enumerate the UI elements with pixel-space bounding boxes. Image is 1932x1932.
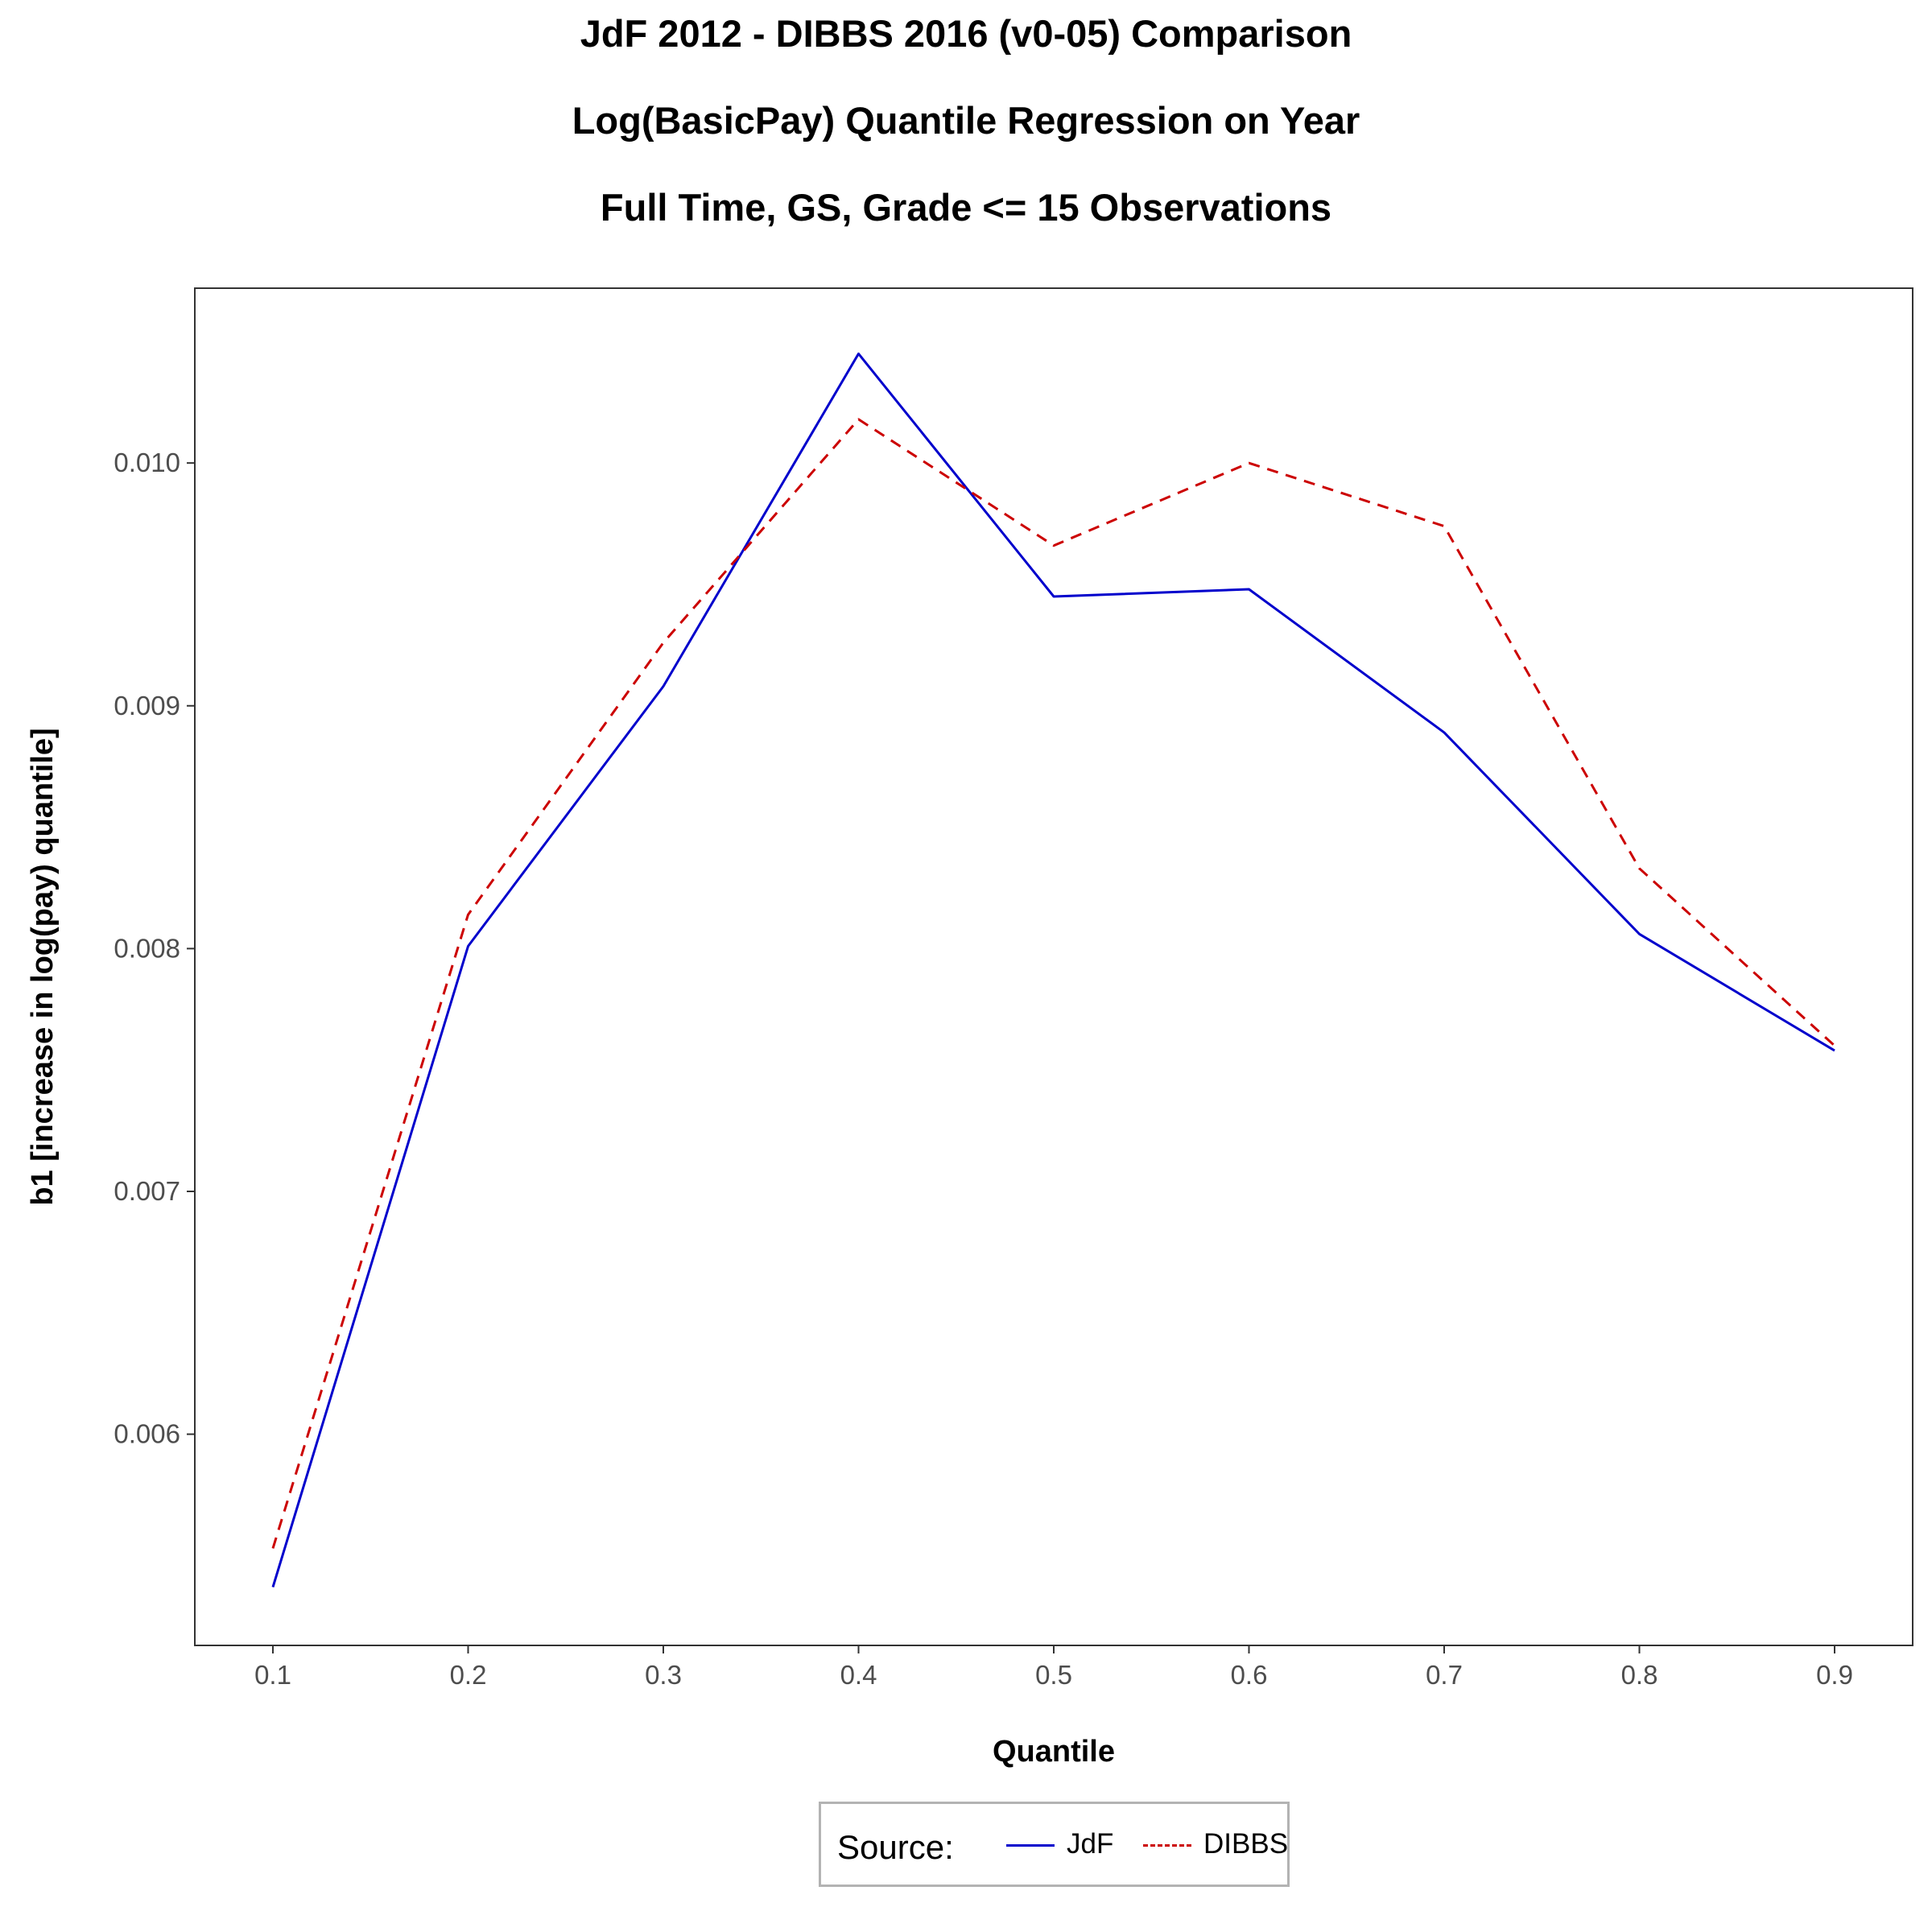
y-tick-label: 0.008 — [114, 933, 180, 963]
y-tick-label: 0.006 — [114, 1419, 180, 1449]
x-tick-label: 0.5 — [1035, 1660, 1072, 1690]
series-layer — [271, 352, 1836, 1588]
legend-key-dibbs — [1143, 1844, 1191, 1847]
x-axis-title: Quantile — [993, 1735, 1115, 1769]
x-tick-label: 0.8 — [1621, 1660, 1658, 1690]
y-tick-label: 0.010 — [114, 448, 180, 477]
y-tick-label: 0.007 — [114, 1176, 180, 1206]
y-axis-title: b1 [increase in log(pay) quantile] — [26, 728, 60, 1205]
legend: Source: JdF DIBBS — [819, 1802, 1290, 1887]
x-tick-label: 0.2 — [450, 1660, 487, 1690]
x-tick-label: 0.7 — [1426, 1660, 1463, 1690]
series-line-dibbs — [271, 418, 1836, 1549]
series-line-jdf — [271, 352, 1835, 1588]
legend-label-jdf: JdF — [1067, 1828, 1114, 1860]
y-tick-label: 0.009 — [114, 691, 180, 720]
chart-subtitle-2: Full Time, GS, Grade <= 15 Observations — [600, 186, 1332, 229]
x-tick-label: 0.3 — [645, 1660, 682, 1690]
chart-title: JdF 2012 - DIBBS 2016 (v0-05) Comparison — [580, 12, 1352, 55]
y-axis: 0.006 0.007 0.008 0.009 0.010 — [114, 448, 195, 1449]
x-tick-label: 0.4 — [840, 1660, 877, 1690]
x-tick-label: 0.9 — [1816, 1660, 1853, 1690]
x-tick-label: 0.6 — [1231, 1660, 1268, 1690]
x-axis: 0.1 0.2 0.3 0.4 0.5 0.6 0.7 0.8 0.9 — [254, 1645, 1853, 1690]
chart-subtitle-1: Log(BasicPay) Quantile Regression on Yea… — [572, 99, 1360, 142]
legend-title: Source: — [837, 1828, 954, 1866]
legend-key-jdf — [1006, 1844, 1055, 1847]
legend-label-dibbs: DIBBS — [1203, 1828, 1289, 1860]
x-tick-label: 0.1 — [254, 1660, 291, 1690]
